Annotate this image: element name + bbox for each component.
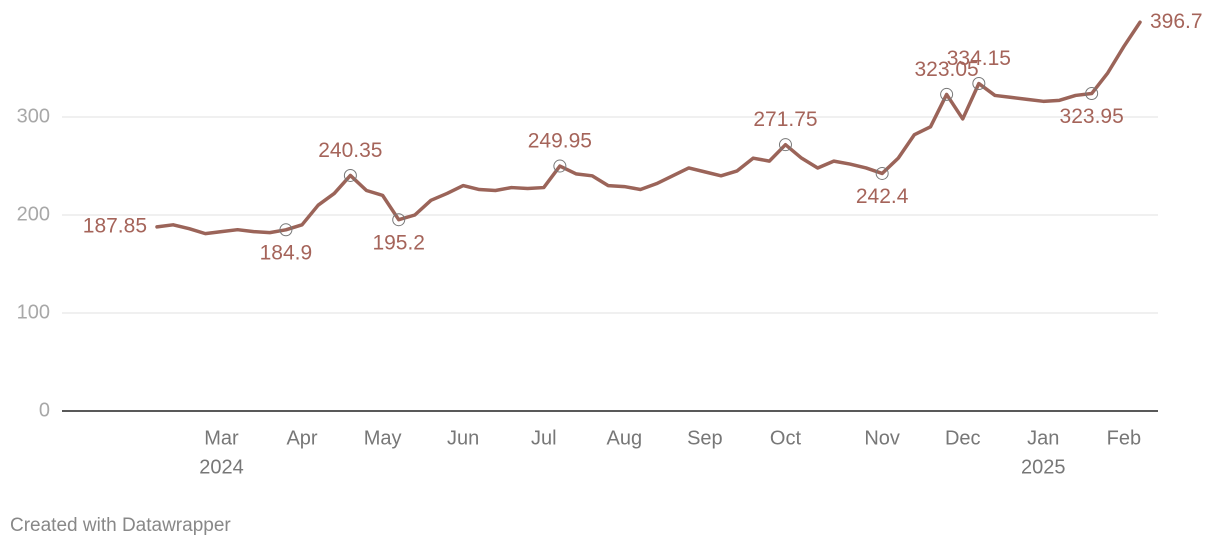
x-tick-label: Apr bbox=[286, 427, 317, 449]
x-tick-label: Jun bbox=[447, 427, 479, 449]
value-label: 323.05 bbox=[915, 58, 979, 81]
value-label: 187.85 bbox=[83, 214, 147, 237]
x-tick-label: Nov bbox=[864, 427, 900, 449]
annotation-circle bbox=[778, 138, 792, 152]
annotation-circle bbox=[553, 159, 567, 173]
x-tick-label: Mar bbox=[204, 427, 239, 449]
value-label: 334.15 bbox=[947, 47, 1011, 70]
x-tick-label: Dec bbox=[945, 427, 981, 449]
value-label: 242.4 bbox=[856, 185, 909, 208]
footer: Created with Datawrapper bbox=[10, 515, 231, 536]
y-tick-label: 200 bbox=[17, 203, 50, 225]
x-tick-sublabel: 2025 bbox=[1021, 456, 1066, 478]
value-label: 240.35 bbox=[318, 139, 382, 162]
y-tick-label: 0 bbox=[39, 399, 50, 421]
value-label: 396.7 bbox=[1150, 10, 1203, 33]
y-tick-label: 300 bbox=[17, 105, 50, 127]
annotation-circle bbox=[279, 223, 293, 237]
x-tick-label: Jul bbox=[531, 427, 557, 449]
annotation-circle bbox=[972, 77, 986, 91]
annotation-circle bbox=[940, 87, 954, 101]
x-tick-label: Oct bbox=[770, 427, 802, 449]
annotation-circle bbox=[392, 213, 406, 227]
x-tick-label: Aug bbox=[607, 427, 643, 449]
value-label: 271.75 bbox=[753, 108, 817, 131]
value-label: 323.95 bbox=[1060, 105, 1124, 128]
value-label: 195.2 bbox=[372, 231, 425, 254]
x-tick-label: May bbox=[364, 427, 402, 449]
annotation-circle bbox=[1085, 87, 1099, 101]
x-tick-label: Sep bbox=[687, 427, 723, 449]
value-label: 249.95 bbox=[528, 130, 592, 153]
x-tick-sublabel: 2024 bbox=[199, 456, 244, 478]
x-tick-label: Feb bbox=[1107, 427, 1141, 449]
annotation-circle bbox=[875, 166, 889, 180]
annotation-circle bbox=[343, 168, 357, 182]
y-tick-label: 100 bbox=[17, 301, 50, 323]
value-label: 184.9 bbox=[260, 241, 313, 264]
x-tick-label: Jan bbox=[1027, 427, 1059, 449]
